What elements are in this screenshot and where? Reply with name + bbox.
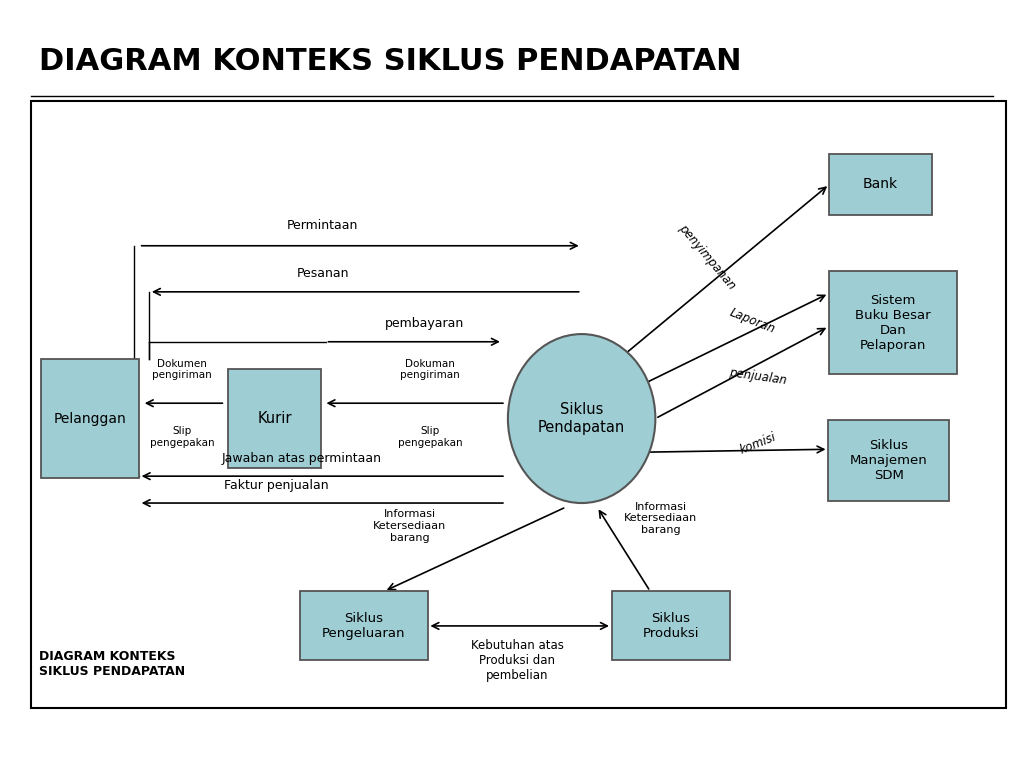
Text: Permintaan: Permintaan — [287, 219, 358, 232]
Text: Pesanan: Pesanan — [296, 267, 349, 280]
Text: Sistem
Buku Besar
Dan
Pelaporan: Sistem Buku Besar Dan Pelaporan — [855, 293, 931, 352]
Bar — [41, 359, 139, 478]
Text: pembayaran: pembayaran — [385, 317, 465, 330]
Text: DIAGRAM KONTEKS
SIKLUS PENDAPATAN: DIAGRAM KONTEKS SIKLUS PENDAPATAN — [39, 650, 185, 678]
Text: Dokuman
pengiriman: Dokuman pengiriman — [400, 359, 460, 380]
Text: Informasi
Ketersediaan
barang: Informasi Ketersediaan barang — [624, 502, 697, 535]
Text: penjualan: penjualan — [728, 366, 787, 387]
Text: penyimpanan: penyimpanan — [676, 222, 737, 293]
Text: Siklus
Pengeluaran: Siklus Pengeluaran — [322, 612, 406, 640]
Text: Siklus
Produksi: Siklus Produksi — [642, 612, 699, 640]
Bar — [828, 421, 949, 502]
Text: Dokumen
pengiriman: Dokumen pengiriman — [153, 359, 212, 380]
Bar — [31, 101, 1006, 708]
Bar — [228, 369, 321, 468]
Text: Pelanggan: Pelanggan — [53, 412, 127, 425]
Text: Kurir: Kurir — [257, 411, 292, 426]
Text: Faktur penjualan: Faktur penjualan — [224, 478, 329, 492]
Bar — [299, 591, 428, 660]
Text: Siklus
Manajemen
SDM: Siklus Manajemen SDM — [850, 439, 928, 482]
Text: Jawaban atas permintaan: Jawaban atas permintaan — [222, 452, 382, 465]
Text: Bank: Bank — [863, 177, 898, 191]
Text: Informasi
Ketersediaan
barang: Informasi Ketersediaan barang — [373, 509, 446, 543]
Text: Laporan: Laporan — [728, 306, 777, 336]
Bar — [612, 591, 729, 660]
Text: Siklus
Pendapatan: Siklus Pendapatan — [538, 402, 626, 435]
Text: Slip
pengepakan: Slip pengepakan — [150, 426, 215, 448]
Text: komisi: komisi — [737, 431, 778, 457]
Text: Slip
pengepakan: Slip pengepakan — [397, 426, 463, 448]
Bar — [829, 154, 932, 215]
Bar — [829, 271, 956, 375]
Ellipse shape — [508, 334, 655, 503]
Text: Kebutuhan atas
Produksi dan
pembelian: Kebutuhan atas Produksi dan pembelian — [471, 639, 563, 682]
Text: DIAGRAM KONTEKS SIKLUS PENDAPATAN: DIAGRAM KONTEKS SIKLUS PENDAPATAN — [39, 47, 741, 76]
